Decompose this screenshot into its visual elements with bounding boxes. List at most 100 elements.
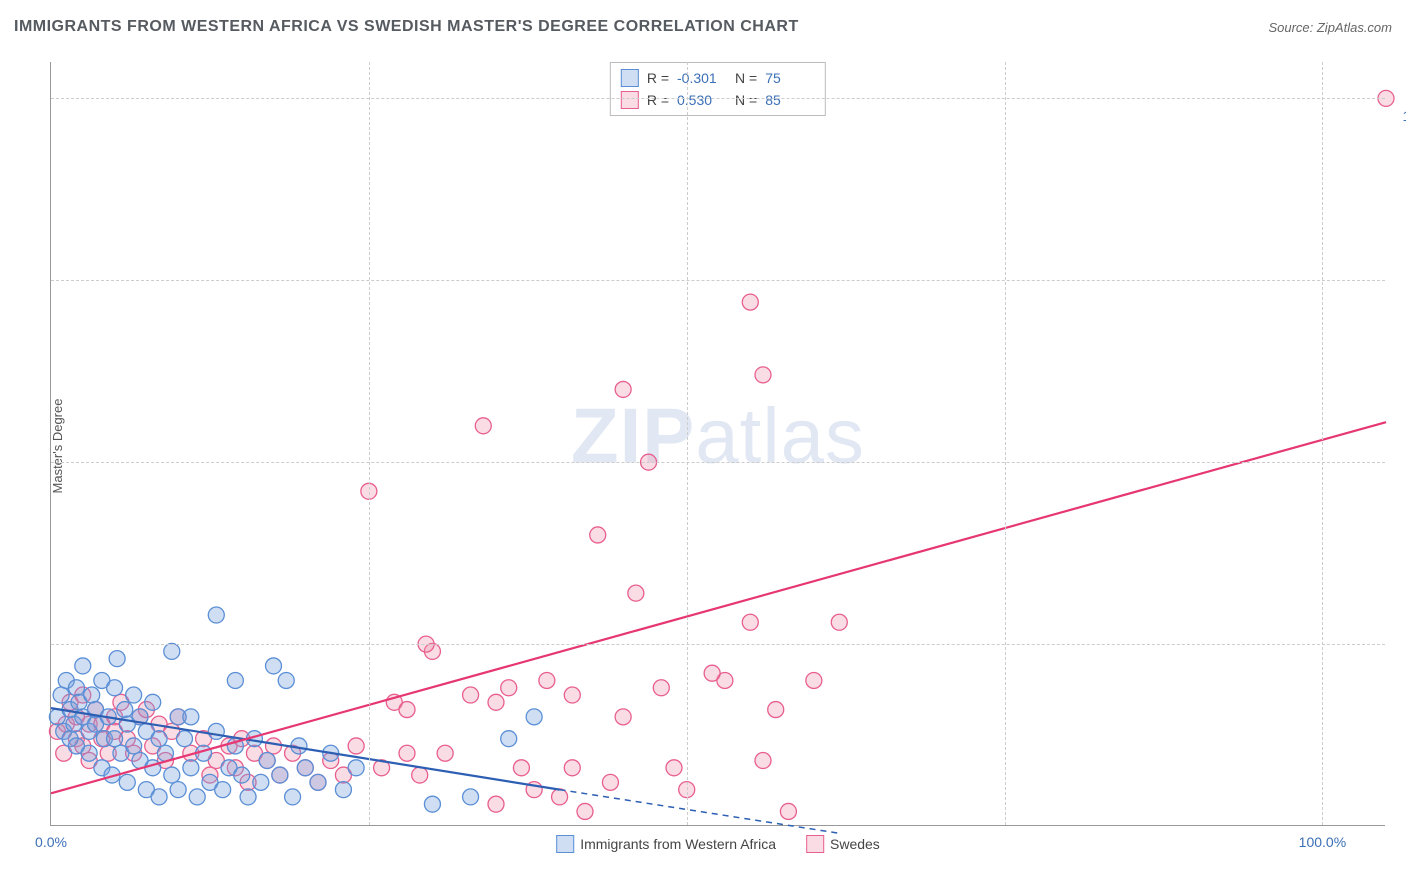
h-gridline <box>51 98 1385 99</box>
data-point <box>189 789 205 805</box>
data-point <box>183 709 199 725</box>
data-point <box>577 803 593 819</box>
h-gridline <box>51 280 1385 281</box>
data-point <box>424 796 440 812</box>
data-point <box>208 723 224 739</box>
data-point <box>117 702 133 718</box>
x-tick-label: 100.0% <box>1299 834 1346 850</box>
legend-swatch <box>806 835 824 853</box>
data-point <box>742 294 758 310</box>
data-point <box>602 774 618 790</box>
data-point <box>806 672 822 688</box>
data-point <box>227 672 243 688</box>
chart-source: Source: ZipAtlas.com <box>1268 20 1392 35</box>
data-point <box>755 367 771 383</box>
data-point <box>615 709 631 725</box>
data-point <box>119 774 135 790</box>
series-legend: Immigrants from Western Africa Swedes <box>556 835 880 853</box>
data-point <box>234 767 250 783</box>
legend-n-value: 85 <box>765 92 815 108</box>
data-point <box>615 381 631 397</box>
x-tick-label: 0.0% <box>35 834 67 850</box>
data-point <box>526 709 542 725</box>
data-point <box>177 731 193 747</box>
legend-r-value: -0.301 <box>677 70 727 86</box>
data-point <box>628 585 644 601</box>
data-point <box>399 702 415 718</box>
chart-plot-area: ZIPatlas R = -0.301N = 75R = 0.530N = 85… <box>50 62 1385 826</box>
trend-line <box>51 422 1386 793</box>
data-point <box>107 680 123 696</box>
data-point <box>653 680 669 696</box>
data-point <box>501 731 517 747</box>
correlation-legend: R = -0.301 N = 75 R = 0.530 N = 85 <box>610 62 826 116</box>
series-legend-label: Immigrants from Western Africa <box>580 836 776 852</box>
data-point <box>266 658 282 674</box>
data-point <box>475 418 491 434</box>
data-point <box>164 767 180 783</box>
data-point <box>151 789 167 805</box>
data-point <box>564 760 580 776</box>
data-point <box>259 753 275 769</box>
source-value: ZipAtlas.com <box>1317 20 1392 35</box>
series-legend-item: Immigrants from Western Africa <box>556 835 776 853</box>
h-gridline <box>51 462 1385 463</box>
data-point <box>151 731 167 747</box>
data-point <box>53 687 69 703</box>
v-gridline <box>369 62 370 825</box>
legend-swatch <box>556 835 574 853</box>
v-gridline <box>1322 62 1323 825</box>
data-point <box>412 767 428 783</box>
data-point <box>704 665 720 681</box>
data-point <box>310 774 326 790</box>
data-point <box>145 694 161 710</box>
data-point <box>75 658 91 674</box>
data-point <box>208 607 224 623</box>
data-point <box>463 789 479 805</box>
chart-header: IMMIGRANTS FROM WESTERN AFRICA VS SWEDIS… <box>14 18 1392 36</box>
data-point <box>768 702 784 718</box>
data-point <box>126 687 142 703</box>
legend-swatch <box>621 91 639 109</box>
data-point <box>240 789 256 805</box>
data-point <box>463 687 479 703</box>
data-point <box>335 782 351 798</box>
data-point <box>348 760 364 776</box>
data-point <box>107 731 123 747</box>
data-point <box>831 614 847 630</box>
data-point <box>109 651 125 667</box>
legend-r-label: R = <box>647 70 669 86</box>
h-gridline <box>51 644 1385 645</box>
data-point <box>145 760 161 776</box>
data-point <box>164 643 180 659</box>
data-point <box>84 687 100 703</box>
legend-n-label: N = <box>735 92 757 108</box>
data-point <box>278 672 294 688</box>
data-point <box>552 789 568 805</box>
legend-n-label: N = <box>735 70 757 86</box>
data-point <box>68 680 84 696</box>
data-point <box>126 738 142 754</box>
data-point <box>742 614 758 630</box>
data-point <box>183 760 199 776</box>
data-point <box>513 760 529 776</box>
data-point <box>488 694 504 710</box>
correlation-legend-row: R = 0.530 N = 85 <box>621 89 815 111</box>
v-gridline <box>1005 62 1006 825</box>
data-point <box>297 760 313 776</box>
series-legend-label: Swedes <box>830 836 880 852</box>
legend-r-label: R = <box>647 92 669 108</box>
data-point <box>285 789 301 805</box>
legend-n-value: 75 <box>765 70 815 86</box>
data-point <box>590 527 606 543</box>
data-point <box>215 782 231 798</box>
data-point <box>81 745 97 761</box>
scatter-svg <box>51 62 1385 825</box>
legend-r-value: 0.530 <box>677 92 727 108</box>
data-point <box>272 767 288 783</box>
source-label: Source: <box>1268 20 1316 35</box>
data-point <box>399 745 415 761</box>
data-point <box>437 745 453 761</box>
data-point <box>348 738 364 754</box>
legend-swatch <box>621 69 639 87</box>
